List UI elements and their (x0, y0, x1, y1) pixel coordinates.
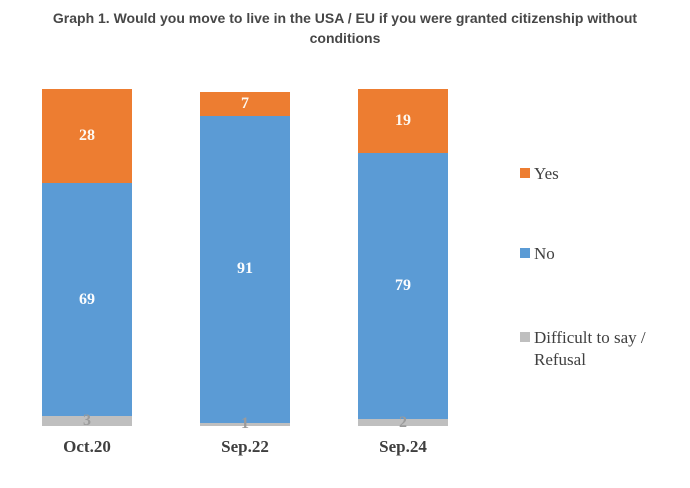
bar-segment-no: 91 (200, 115, 290, 423)
legend-label-yes: Yes (534, 164, 559, 183)
legend-item-yes: Yes (520, 163, 559, 185)
category-label-oct-20: Oct.20 (63, 437, 111, 456)
stacked-bar-sep-22: 7 91 1 (200, 92, 290, 432)
bar-segment-yes: 19 (358, 89, 448, 154)
stacked-bar-sep-24: 19 79 2 (358, 89, 448, 430)
chart-title-line-2: conditions (309, 30, 381, 46)
data-label-no: 79 (395, 277, 411, 295)
bar-segment-difficult-to-say-refusal: 1 (200, 416, 290, 432)
bar-segment-yes: 7 (200, 92, 290, 116)
chart-title: Graph 1. Would you move to live in the U… (0, 8, 690, 48)
legend-label-difficult-to-say-refusal: Difficult to say / Refusal (534, 328, 646, 369)
chart-title-line-1: Graph 1. Would you move to live in the U… (52, 10, 638, 26)
legend-label-no: No (534, 244, 555, 263)
legend-swatch-no (520, 248, 530, 258)
legend-item-difficult-to-say-refusal: Difficult to say / Refusal (520, 327, 679, 371)
bar-segment-no: 79 (358, 153, 448, 420)
stacked-bar-oct-20: 28 69 3 (42, 89, 132, 429)
legend-swatch-yes (520, 168, 530, 178)
legend-swatch-difficult-to-say-refusal (520, 332, 530, 342)
data-label-yes: 7 (241, 95, 249, 113)
bar-segment-yes: 28 (42, 89, 132, 184)
bar-segment-no: 69 (42, 183, 132, 416)
data-label-yes: 19 (395, 112, 411, 129)
bar-segment-difficult-to-say-refusal: 3 (42, 411, 132, 429)
legend-item-no: No (520, 243, 555, 265)
category-label-sep-22: Sep.22 (221, 437, 269, 456)
data-label-difficult-to-say-refusal: 3 (83, 411, 91, 429)
bar-segment-difficult-to-say-refusal: 2 (358, 414, 448, 430)
data-label-no: 69 (79, 290, 95, 308)
data-label-no: 91 (237, 260, 253, 278)
legend: Yes No Difficult to say / Refusal (520, 163, 685, 393)
category-label-sep-24: Sep.24 (379, 437, 427, 456)
data-label-yes: 28 (79, 127, 95, 145)
